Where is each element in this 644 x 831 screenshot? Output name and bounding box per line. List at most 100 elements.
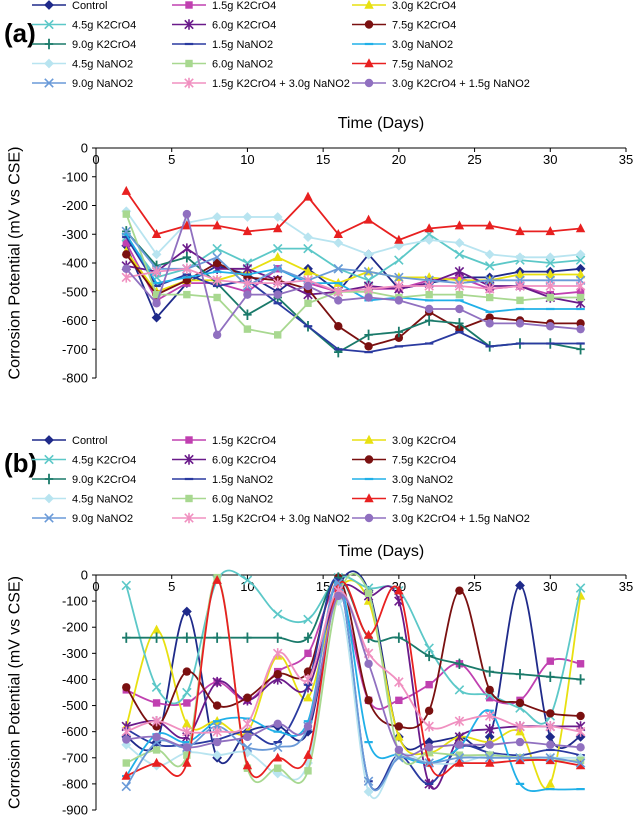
data-point <box>545 258 556 268</box>
legend-label: 7.5g NaNO2 <box>392 494 453 506</box>
data-point <box>515 280 525 292</box>
data-point <box>545 226 555 236</box>
data-point <box>272 263 283 274</box>
data-point <box>363 266 374 277</box>
data-point <box>363 786 374 797</box>
data-point <box>394 272 404 283</box>
data-point <box>395 696 403 705</box>
data-point <box>576 319 585 328</box>
data-point <box>212 330 222 340</box>
legend-label: Control <box>72 0 107 12</box>
data-point <box>152 746 161 754</box>
data-point <box>212 726 222 737</box>
legend-label: 4.5g K2CrO4 <box>72 455 136 467</box>
legend-label: 3.0g NaNO2 <box>392 474 453 486</box>
y-tick-label: -100 <box>62 594 88 609</box>
data-point <box>545 721 556 732</box>
data-point <box>515 698 525 708</box>
data-point <box>273 632 282 643</box>
data-point <box>515 755 525 765</box>
y-tick-label: 0 <box>81 568 88 583</box>
legend-item-3-0g-nano2: 3.0g NaNO2 <box>352 474 453 486</box>
data-point <box>182 263 192 274</box>
data-point <box>243 693 252 702</box>
data-point <box>485 757 495 767</box>
x-tick-label: 35 <box>619 152 633 167</box>
data-point <box>182 632 192 643</box>
legend-marker <box>185 494 193 503</box>
data-point <box>454 237 465 248</box>
data-point <box>121 185 131 195</box>
data-point <box>182 687 192 698</box>
legend-marker <box>44 38 54 50</box>
series-7-5g-nano2 <box>121 575 586 780</box>
legend-marker <box>364 513 374 523</box>
legend-item-control: Control <box>32 0 107 12</box>
data-point <box>121 272 132 283</box>
legend-marker <box>44 58 54 69</box>
data-point <box>394 632 404 643</box>
data-point <box>515 580 525 591</box>
data-point <box>242 760 253 770</box>
data-point <box>243 290 252 299</box>
data-point <box>182 209 192 219</box>
series-9-0g-nano2 <box>121 578 586 792</box>
data-point <box>576 344 585 355</box>
data-point <box>394 731 404 741</box>
data-point <box>121 226 132 237</box>
legend-item-1-5g-k2cro4: 1.5g K2CrO4 <box>172 435 276 447</box>
legend-label: 9.0g K2CrO4 <box>72 474 136 486</box>
data-point <box>545 252 556 263</box>
data-point <box>363 214 374 224</box>
data-point <box>486 751 494 759</box>
data-point <box>545 731 556 742</box>
data-point <box>122 683 131 692</box>
x-tick-label: 20 <box>392 152 406 167</box>
data-point <box>333 229 343 238</box>
data-point <box>212 701 222 710</box>
data-point <box>303 722 313 731</box>
data-point <box>121 739 132 750</box>
data-point <box>515 737 525 747</box>
data-point <box>333 263 344 274</box>
x-tick-label: 30 <box>543 152 557 167</box>
data-point <box>394 255 404 265</box>
legend-item-6-0g-nano2: 6.0g NaNO2 <box>172 494 273 506</box>
data-point <box>212 676 222 688</box>
y-tick-label: -200 <box>62 198 88 213</box>
series-line <box>125 581 581 792</box>
data-point <box>394 326 404 338</box>
data-point <box>546 740 555 749</box>
data-point <box>455 751 464 759</box>
legend-item-7-5g-nano2: 7.5g NaNO2 <box>352 493 453 506</box>
legend-item-3-0g-k2cro4: 3.0g K2CrO4 <box>352 434 456 447</box>
x-tick-label: 25 <box>467 152 481 167</box>
y-tick-label: -600 <box>62 724 88 739</box>
data-point <box>152 290 161 299</box>
series-line <box>125 589 581 734</box>
data-point <box>546 709 555 718</box>
legend-item-4-5g-nano2: 4.5g NaNO2 <box>32 494 133 506</box>
legend-item-3-0g-k2cro4: 3.0g K2CrO4 <box>352 0 456 12</box>
legend-label: Control <box>72 435 107 447</box>
data-point <box>484 283 495 295</box>
data-point <box>363 283 374 295</box>
data-point <box>575 223 586 233</box>
panel-b-legend: Control 1.5g K2CrO4 3.0g K2CrO4 4.5g K2CrO4… <box>32 434 530 525</box>
data-point <box>304 299 312 307</box>
legend-label: 1.5g K2CrO4 + 3.0g NaNO2 <box>212 513 350 525</box>
data-point <box>212 750 223 761</box>
legend-label: 3.0g K2CrO4 + 1.5g NaNO2 <box>392 78 530 90</box>
legend-marker <box>184 454 194 465</box>
series-1-5g-k2cro4-3-0g-nano2 <box>121 585 586 737</box>
legend-item-1-5g-k2cro4: 1.5g K2CrO4 <box>172 0 276 12</box>
data-point <box>122 759 130 767</box>
data-point <box>455 318 464 329</box>
data-point <box>455 658 464 669</box>
data-point <box>303 674 313 685</box>
data-point <box>394 745 404 755</box>
data-point <box>364 696 373 705</box>
data-point <box>212 575 222 584</box>
x-tick-label: 5 <box>168 152 175 167</box>
